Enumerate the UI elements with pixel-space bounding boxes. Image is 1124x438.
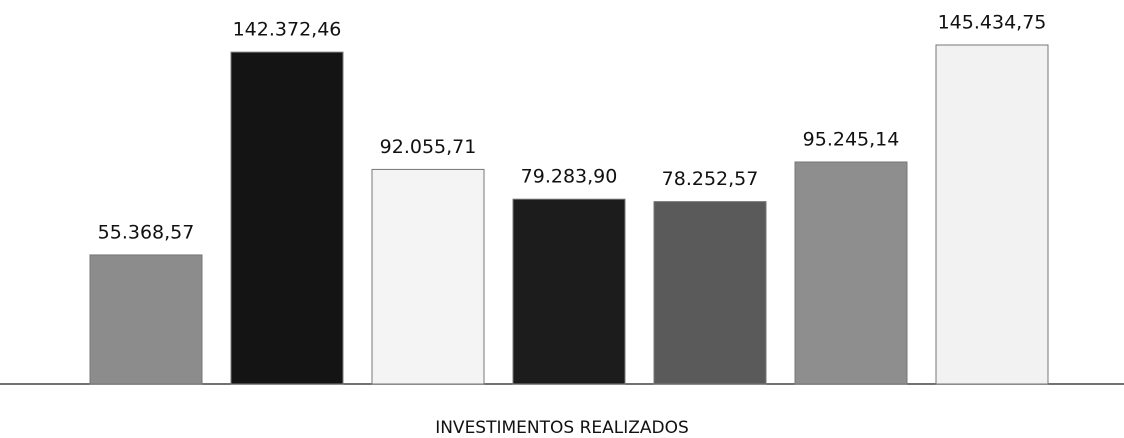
- x-axis-label: INVESTIMENTOS REALIZADOS: [435, 418, 689, 438]
- bar: [935, 44, 1049, 385]
- bar: [794, 161, 908, 385]
- value-label: 55.368,57: [98, 221, 195, 243]
- bar: [512, 198, 626, 385]
- value-label: 95.245,14: [803, 128, 900, 150]
- value-label: 142.372,46: [233, 19, 342, 41]
- value-label: 92.055,71: [380, 136, 477, 158]
- value-label: 145.434,75: [938, 12, 1047, 34]
- value-label: 78.252,57: [662, 168, 759, 190]
- bar: [653, 201, 767, 385]
- bar: [371, 168, 485, 385]
- bar: [230, 51, 344, 385]
- value-label: 79.283,90: [521, 166, 618, 188]
- bar: [89, 254, 203, 385]
